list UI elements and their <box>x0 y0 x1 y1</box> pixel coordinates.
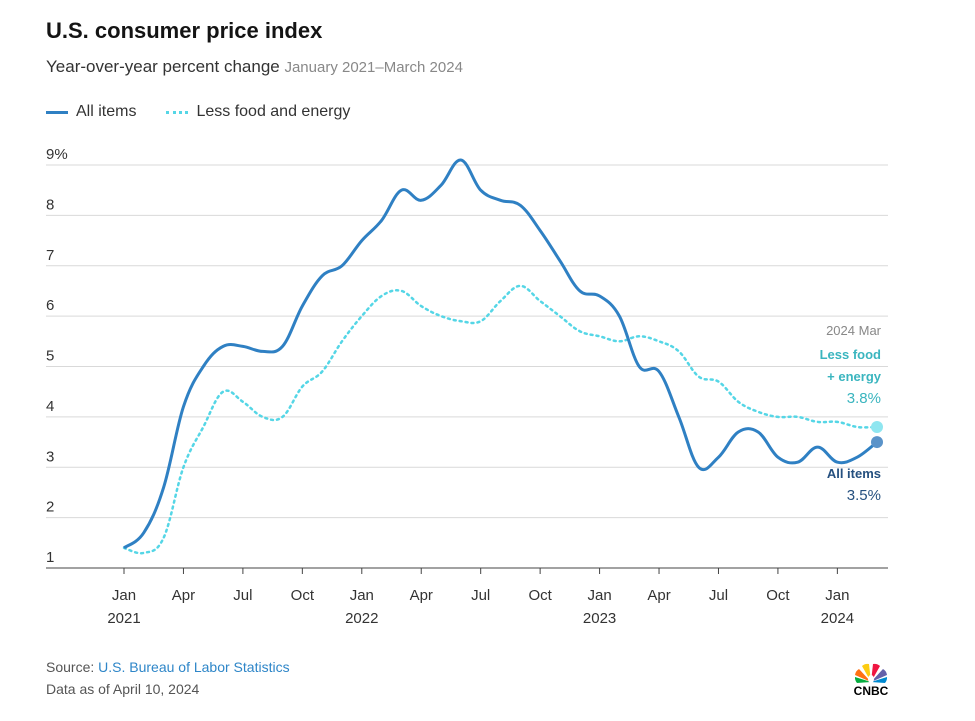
legend-label-all-items: All items <box>76 103 137 120</box>
y-tick-label: 2 <box>46 499 54 516</box>
legend-item-all-items: All items <box>46 103 136 121</box>
x-tick-label: Jan <box>350 587 374 604</box>
chart-title: U.S. consumer price index <box>46 18 323 43</box>
legend-label-core: Less food and energy <box>196 103 351 120</box>
x-tick-year-label: 2021 <box>107 610 140 627</box>
source-line: Source: U.S. Bureau of Labor Statistics <box>46 656 290 678</box>
annotation-core-label: Less food <box>820 347 881 362</box>
cnbc-wordmark: CNBC <box>853 684 889 698</box>
series-line-all-items <box>123 158 878 550</box>
y-tick-label: 3 <box>46 448 54 465</box>
annotation-all-value: 3.5% <box>847 487 881 504</box>
legend-item-core: Less food and energy <box>166 103 350 121</box>
annotation-core-value: 3.8% <box>847 390 881 407</box>
y-tick-label: 8 <box>46 196 54 213</box>
y-tick-label: 7 <box>46 247 54 264</box>
y-tick-label: 6 <box>46 297 54 314</box>
chart-subtitle: Year-over-year percent change January 20… <box>46 57 463 77</box>
y-tick-label: 5 <box>46 348 54 365</box>
x-tick-label: Oct <box>291 587 315 604</box>
x-tick-label: Jul <box>471 587 490 604</box>
annotation-all-label: All items <box>827 466 881 481</box>
x-tick-label: Oct <box>528 587 552 604</box>
legend: All items Less food and energy <box>46 103 380 121</box>
x-tick-label: Apr <box>172 587 195 604</box>
annotation-date: 2024 Mar <box>826 323 882 338</box>
x-tick-label: Apr <box>647 587 670 604</box>
x-tick-label: Jul <box>233 587 252 604</box>
x-tick-label: Jan <box>825 587 849 604</box>
source-prefix: Source: <box>46 659 99 675</box>
source-link[interactable]: U.S. Bureau of Labor Statistics <box>98 659 290 675</box>
x-tick-year-label: 2024 <box>821 610 854 627</box>
end-point-less-food-and-energy <box>871 420 883 433</box>
x-tick-label: Jul <box>709 587 728 604</box>
cnbc-peacock-icon <box>854 663 888 683</box>
x-tick-year-label: 2022 <box>345 610 378 627</box>
x-tick-label: Oct <box>766 587 790 604</box>
legend-swatch-dotted <box>166 110 189 114</box>
legend-swatch-solid <box>46 110 68 114</box>
x-tick-year-label: 2023 <box>583 610 616 627</box>
footer: Source: U.S. Bureau of Labor Statistics … <box>46 656 290 700</box>
series-line-less-food-and-energy <box>122 284 879 555</box>
y-tick-label: 9% <box>46 146 68 163</box>
y-tick-label: 1 <box>46 549 54 566</box>
annotation-core-label: + energy <box>827 369 882 384</box>
x-tick-label: Apr <box>410 587 433 604</box>
end-point-all-items <box>871 436 883 449</box>
x-tick-label: Jan <box>112 587 136 604</box>
subtitle-text: Year-over-year percent change <box>46 57 280 76</box>
data-as-of: Data as of April 10, 2024 <box>46 681 200 697</box>
cnbc-logo: CNBC <box>848 658 894 698</box>
date-range: January 2021–March 2024 <box>284 59 463 76</box>
x-tick-label: Jan <box>587 587 611 604</box>
y-tick-label: 4 <box>46 398 54 415</box>
